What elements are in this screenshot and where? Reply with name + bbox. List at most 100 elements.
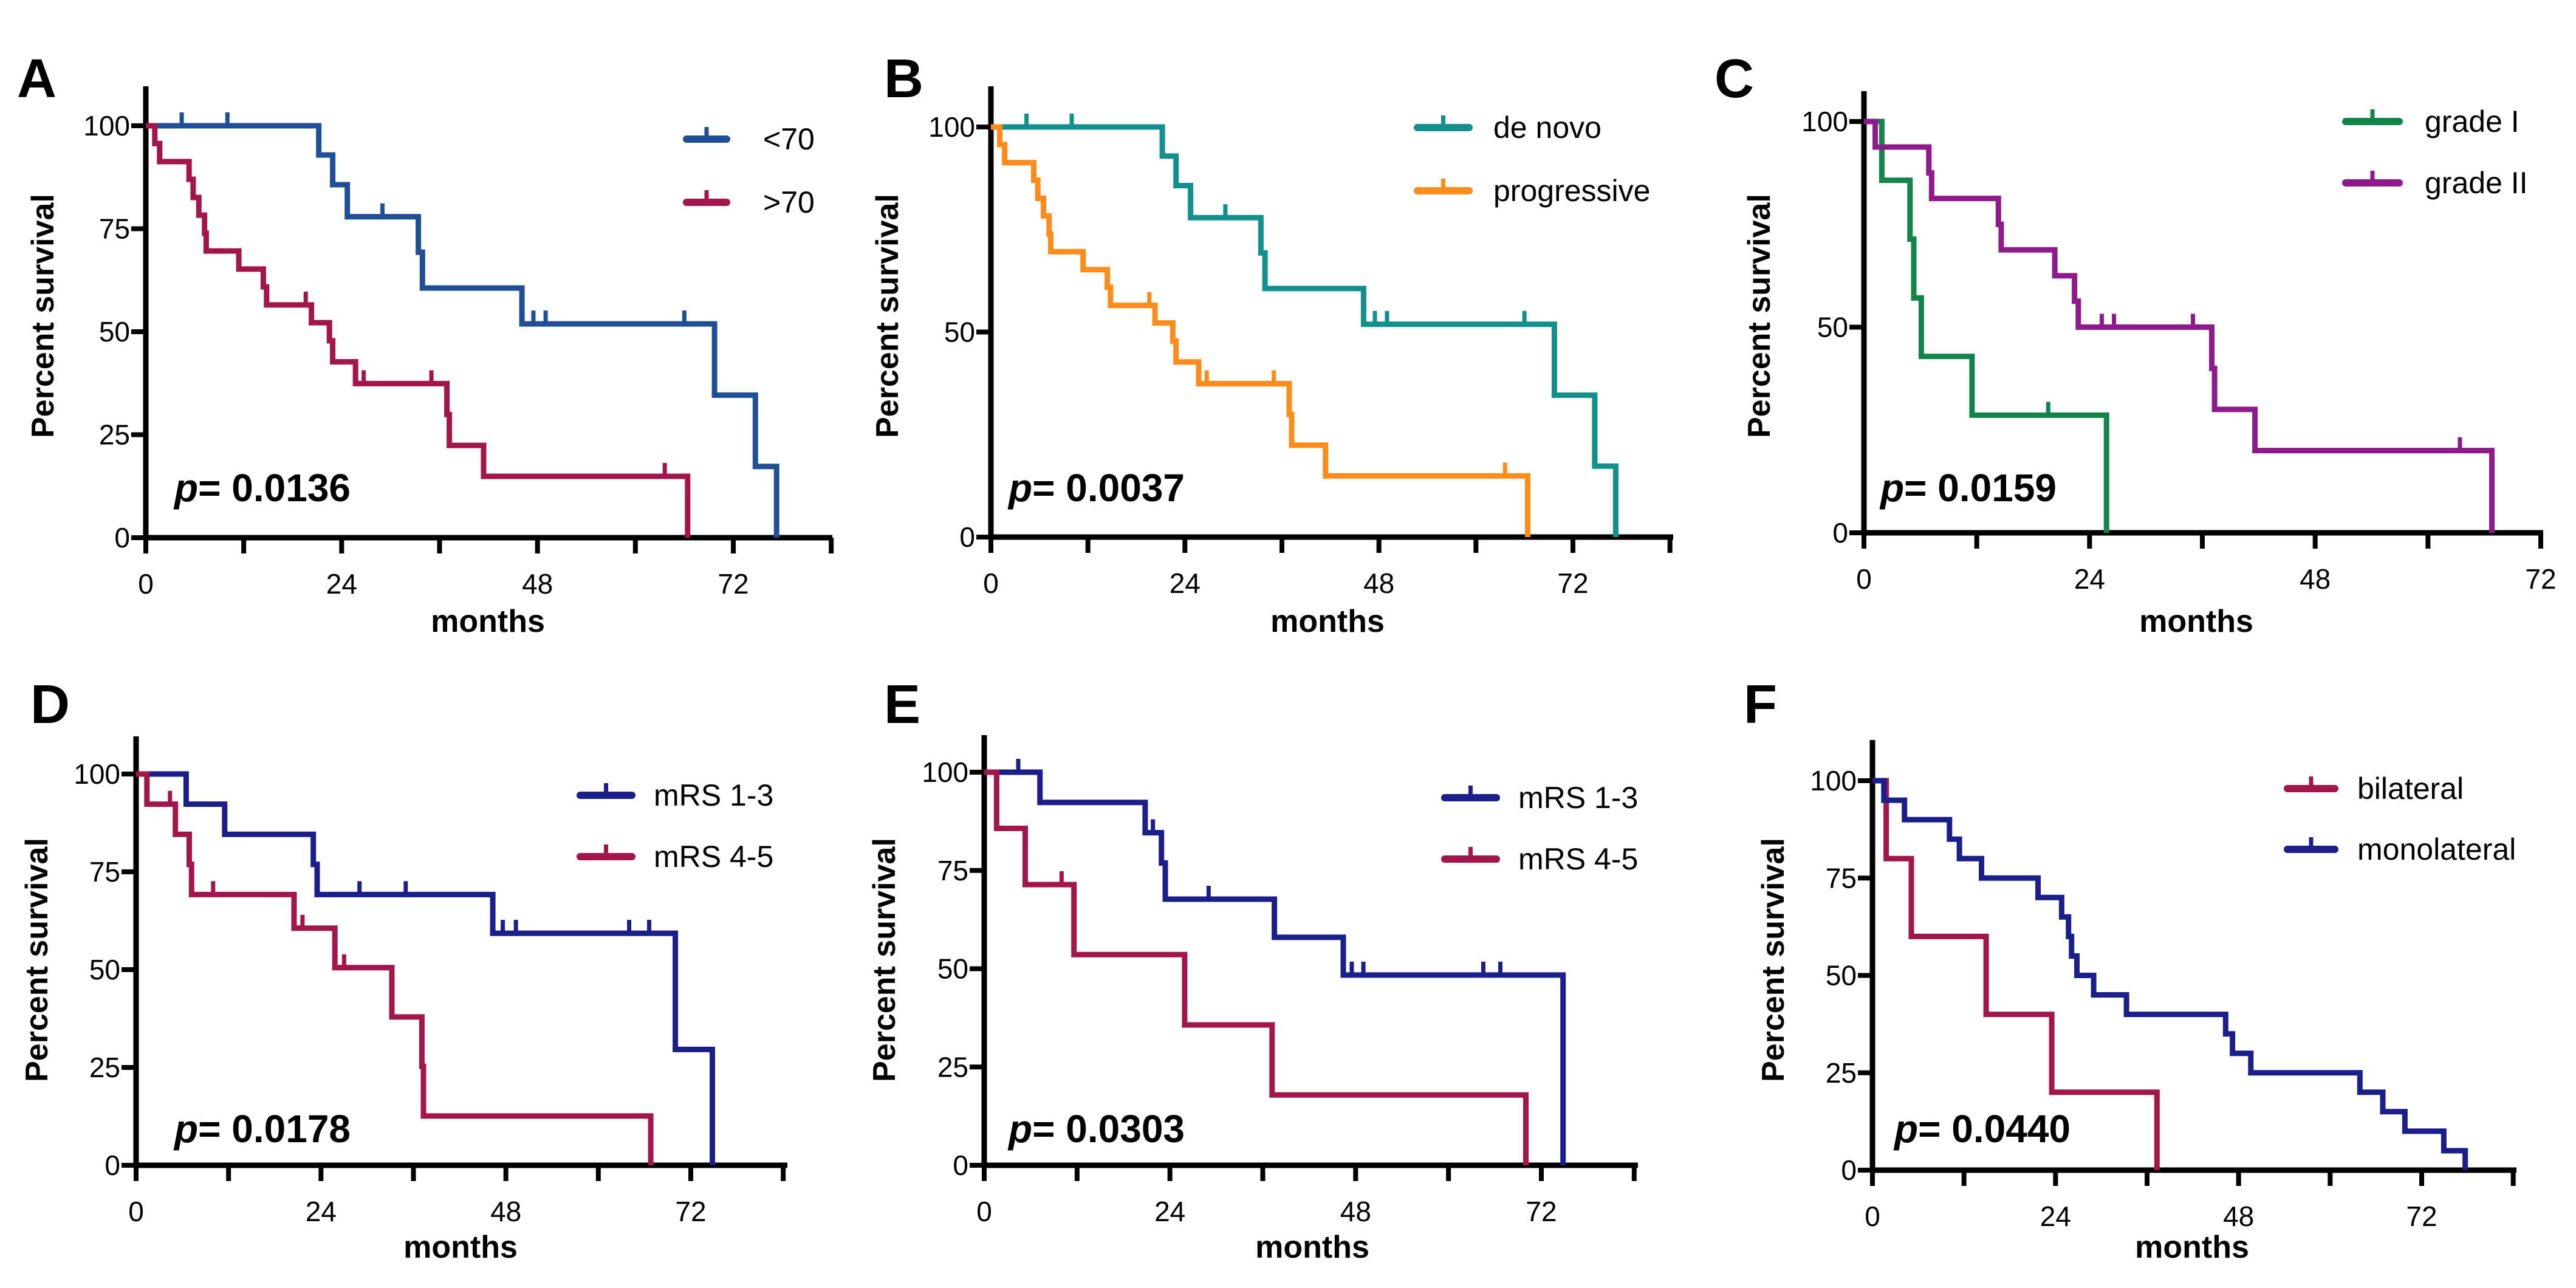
y-tick-label: 25 — [99, 419, 130, 451]
y-axis-title: Percent survival — [867, 838, 902, 1082]
p-value: p= 0.0440 — [1893, 1107, 2071, 1151]
y-tick-label: 100 — [928, 111, 975, 143]
p-value: p= 0.0037 — [1007, 466, 1185, 510]
survival-curve — [1864, 118, 2109, 533]
y-tick-label: 100 — [74, 758, 120, 790]
y-tick-label: 100 — [1801, 106, 1848, 137]
legend-label: de novo — [1493, 111, 1601, 145]
legend-label: mRS 1-3 — [654, 778, 773, 812]
legend-label: progressive — [1493, 174, 1650, 208]
x-axis-title: months — [1255, 1230, 1369, 1265]
y-tick-label: 50 — [937, 953, 968, 985]
y-axis-title: Percent survival — [870, 194, 905, 438]
y-tick-label: 75 — [937, 855, 968, 886]
x-tick-label: 48 — [1340, 1196, 1371, 1227]
legend-label: mRS 4-5 — [654, 840, 773, 874]
legend-label: mRS 1-3 — [1518, 781, 1638, 815]
survival-curve — [984, 769, 1566, 1165]
series-0: de novo — [991, 111, 1619, 537]
legend-label: bilateral — [2357, 772, 2464, 806]
y-axis-title: Percent survival — [1756, 838, 1791, 1082]
survival-curve — [1872, 778, 2468, 1170]
x-axis-title: months — [403, 1230, 518, 1265]
y-tick-label: 75 — [89, 856, 120, 888]
y-tick-label: 75 — [1826, 862, 1857, 894]
x-tick-label: 0 — [1856, 563, 1872, 595]
series-0: grade I — [1864, 104, 2519, 533]
x-tick-label: 72 — [1526, 1196, 1557, 1227]
y-tick-label: 0 — [1832, 517, 1848, 549]
survival-curve — [984, 769, 1529, 1165]
x-tick-label: 24 — [1154, 1196, 1185, 1227]
legend-label: mRS 4-5 — [1518, 842, 1638, 876]
series-0: <70 — [146, 112, 815, 538]
y-tick-label: 100 — [83, 110, 130, 142]
survival-curve — [991, 124, 1619, 537]
p-symbol: p — [1007, 466, 1032, 510]
y-tick-label: 50 — [944, 317, 975, 348]
x-tick-label: 24 — [306, 1196, 337, 1227]
legend-label: grade II — [2425, 166, 2528, 200]
series-1: progressive — [991, 124, 1650, 537]
panel-letter: F — [1744, 674, 1777, 735]
x-tick-label: 24 — [2040, 1201, 2071, 1232]
p-value-text: = 0.0440 — [1918, 1107, 2071, 1151]
p-value: p= 0.0159 — [1879, 466, 2057, 510]
panel-c: C 0 24 48 72 0 50 100 months Percent survival grad… — [1714, 49, 2557, 639]
panel-e: E 0 24 48 72 0 25 50 75 100 months Percent survival… — [867, 674, 1638, 1265]
y-tick-label: 100 — [1810, 765, 1857, 796]
legend-label: <70 — [763, 122, 815, 156]
series-1: >70 — [146, 123, 815, 538]
p-value-text: = 0.0037 — [1032, 466, 1185, 510]
survival-curve — [136, 771, 715, 1165]
p-value: p= 0.0136 — [173, 466, 351, 510]
series-1: mRS 4-5 — [136, 771, 773, 1165]
p-value-text: = 0.0136 — [198, 466, 351, 510]
y-axis-title: Percent survival — [19, 838, 55, 1082]
survival-curve — [1872, 778, 2160, 1170]
x-tick-label: 72 — [1557, 567, 1588, 599]
x-tick-label: 24 — [1170, 567, 1201, 599]
x-tick-label: 24 — [2074, 563, 2105, 595]
x-tick-label: 72 — [2525, 563, 2556, 595]
survival-curve — [146, 123, 691, 538]
p-symbol: p — [173, 466, 198, 510]
panel-a: A 0 24 48 72 0 25 50 75 100 months Percent survival… — [17, 49, 834, 639]
y-tick-label: 100 — [922, 756, 968, 788]
p-value: p= 0.0178 — [173, 1107, 351, 1151]
y-tick-label: 75 — [99, 213, 130, 245]
legend-label: >70 — [763, 185, 815, 219]
x-axis-title: months — [2139, 604, 2253, 639]
p-symbol: p — [1007, 1107, 1032, 1151]
survival-curve — [1864, 118, 2495, 533]
y-axis-title: Percent survival — [26, 194, 61, 438]
series-1: monolateral — [1872, 778, 2516, 1170]
panel-letter: B — [884, 49, 923, 109]
y-tick-label: 25 — [937, 1051, 968, 1083]
legend-label: grade I — [2425, 104, 2519, 139]
y-tick-label: 50 — [99, 316, 130, 348]
series-0: mRS 1-3 — [136, 771, 773, 1165]
panel-b: B 0 24 48 72 0 50 100 months Percent survival de n… — [870, 49, 1673, 639]
p-symbol: p — [1893, 1107, 1918, 1151]
x-tick-label: 0 — [976, 1196, 992, 1227]
y-tick-label: 50 — [1817, 312, 1848, 343]
y-tick-label: 25 — [1826, 1057, 1857, 1089]
survival-curve — [146, 123, 779, 538]
y-tick-label: 25 — [89, 1052, 120, 1083]
p-symbol: p — [173, 1107, 198, 1151]
panel-letter: C — [1714, 49, 1754, 109]
x-tick-label: 48 — [490, 1196, 521, 1227]
y-tick-label: 50 — [1826, 960, 1857, 992]
p-value-text: = 0.0303 — [1032, 1107, 1185, 1151]
x-tick-label: 0 — [138, 568, 154, 600]
y-axis-title: Percent survival — [1742, 194, 1777, 438]
series-1: grade II — [1864, 118, 2528, 533]
survival-curve — [991, 124, 1530, 537]
x-axis-title: months — [1270, 604, 1385, 639]
x-tick-label: 72 — [718, 568, 748, 600]
x-tick-label: 0 — [128, 1196, 144, 1227]
x-tick-label: 24 — [326, 568, 357, 600]
survival-curve — [136, 771, 654, 1165]
